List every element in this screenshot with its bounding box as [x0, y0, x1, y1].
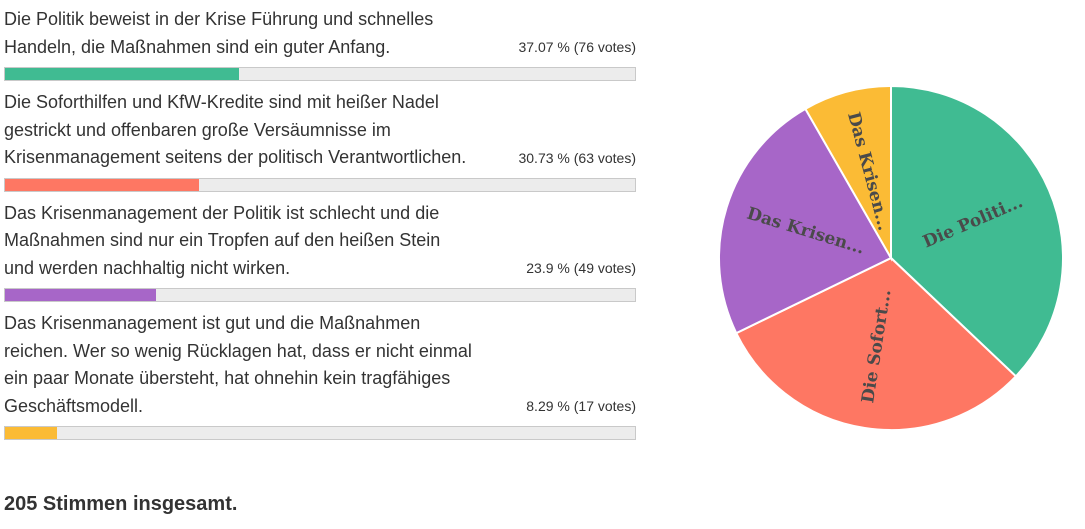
- poll-option-text: Das Krisenmanagement ist gut und die Maß…: [4, 313, 472, 416]
- poll-option: Die Soforthilfen und KfW-Kredite sind mi…: [4, 89, 636, 192]
- pie-slice: [718, 107, 893, 335]
- pie-slice: [734, 256, 1018, 431]
- poll-option-text: Das Krisenmanagement der Politik ist sch…: [4, 202, 441, 278]
- poll-option-stat: 8.29 % (17 votes): [526, 398, 636, 414]
- poll-option-stat: 37.07 % (76 votes): [518, 39, 636, 55]
- poll-bar-track: [4, 177, 636, 192]
- poll-option-header: Das Krisenmanagement ist gut und die Maß…: [4, 310, 636, 420]
- pie-slice: [890, 84, 1064, 378]
- poll-bar-track: [4, 426, 636, 440]
- poll-option-stat: 30.73 % (63 votes): [518, 149, 636, 166]
- poll-option-text: Die Soforthilfen und KfW-Kredite sind mi…: [4, 92, 467, 167]
- poll-option-header: Das Krisenmanagement der Politik ist sch…: [4, 200, 636, 283]
- poll-bar-fill: [5, 289, 156, 301]
- poll-bar-track: [4, 288, 636, 302]
- pie-chart: Die Politi...Die Sofort...Das Krisen...D…: [718, 84, 1064, 431]
- pie-slice: [804, 84, 892, 262]
- poll-bar-track: [4, 67, 636, 81]
- poll-option: Die Politik beweist in der Krise Führung…: [4, 6, 636, 81]
- poll-bar-fill: [5, 68, 239, 80]
- poll-option-stat: 23.9 % (49 votes): [526, 260, 636, 276]
- poll-option-header: Die Politik beweist in der Krise Führung…: [4, 6, 636, 61]
- total-votes: 205 Stimmen insgesamt.: [4, 493, 238, 515]
- poll-option: Das Krisenmanagement der Politik ist sch…: [4, 200, 636, 302]
- poll-bar-fill: [5, 427, 58, 439]
- poll-option: Das Krisenmanagement ist gut und die Maß…: [4, 310, 636, 440]
- poll-bar-fill: [5, 178, 199, 191]
- poll-results: Die Politik beweist in der Krise Führung…: [4, 6, 636, 448]
- poll-option-text: Die Politik beweist in der Krise Führung…: [4, 9, 434, 57]
- poll-option-header: Die Soforthilfen und KfW-Kredite sind mi…: [4, 89, 636, 172]
